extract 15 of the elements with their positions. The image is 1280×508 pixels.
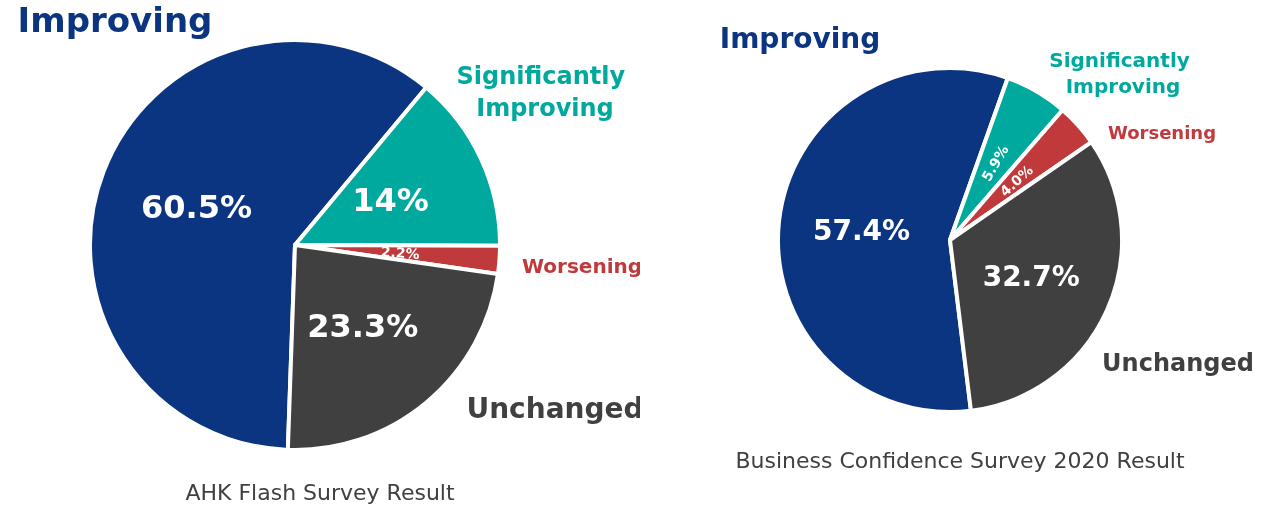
text: Business Confidence Survey 2020 Result [735, 447, 1185, 473]
slice-label: Unchanged [1102, 349, 1254, 377]
data-label: 57.4% [812, 213, 911, 247]
slice-label: Improving [17, 0, 213, 40]
text: AHK Flash Survey Result [185, 479, 455, 505]
slice-label: Significantly Improving [456, 62, 634, 122]
data-label: 2.2% [380, 243, 421, 263]
data-label: 60.5% [140, 188, 252, 227]
slice-label: Worsening [521, 254, 643, 278]
data-label: 23.3% [307, 306, 419, 345]
data-label: 14% [352, 181, 429, 220]
data-label: 32.7% [982, 259, 1080, 293]
slice-label: Improving [719, 21, 881, 55]
slice-label: Significantly Improving [1049, 48, 1197, 98]
slice-label: Worsening [1107, 121, 1217, 143]
